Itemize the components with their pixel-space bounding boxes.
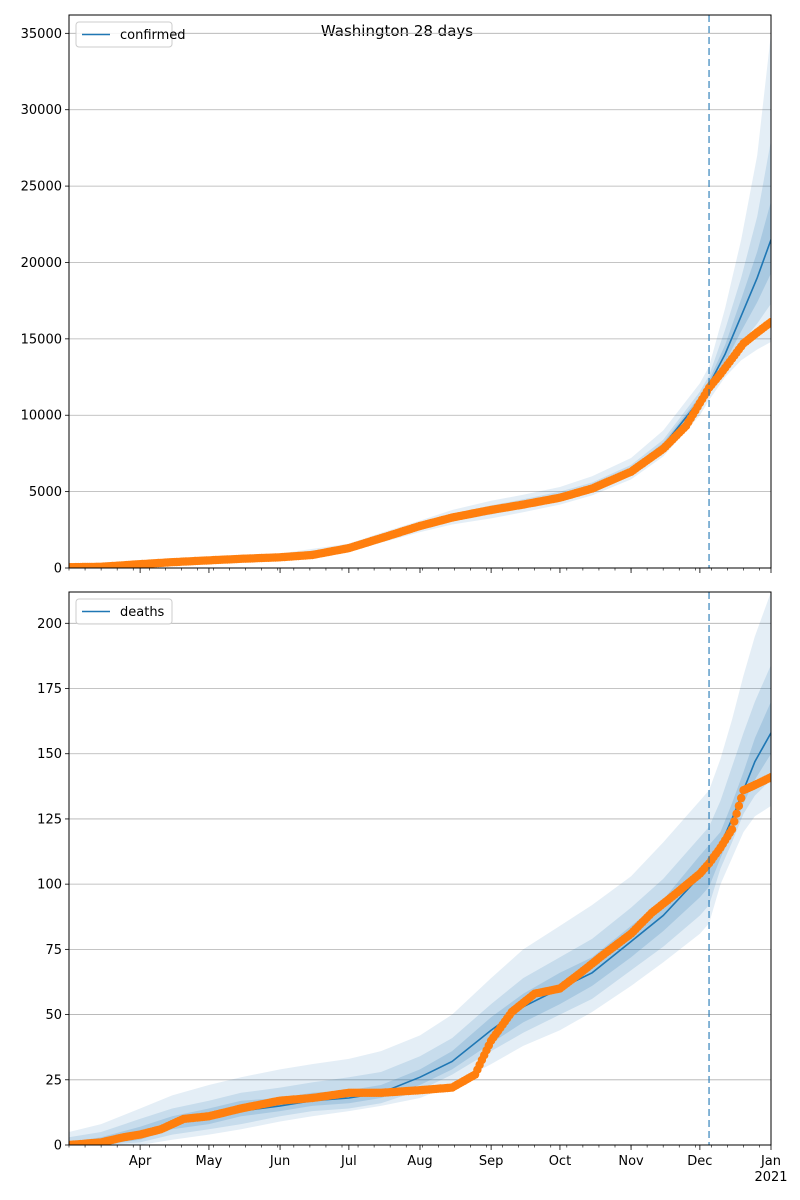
axes-frame: [68, 14, 772, 569]
figure-title: Washington 28 days: [321, 22, 473, 40]
axes-frame: [68, 591, 772, 1146]
y-tick-label: 20000: [21, 256, 62, 271]
legend-box: [75, 21, 173, 48]
y-tick-label: 0: [54, 1139, 62, 1154]
y-tick-label: 25000: [21, 180, 62, 195]
x-tick-label: Dec: [687, 1154, 712, 1169]
legend: confirmed: [75, 21, 186, 48]
y-tick-label: 200: [37, 617, 62, 632]
x-tick-sublabel: 2021: [754, 1170, 787, 1185]
x-tick-label: Apr: [129, 1154, 152, 1169]
observed-point: [766, 773, 771, 782]
legend-label: confirmed: [120, 28, 186, 43]
legend-label: deaths: [120, 605, 165, 620]
y-tick-label: 175: [37, 682, 62, 697]
y-tick-label: 100: [37, 878, 62, 893]
uncertainty-band-inner: [69, 201, 771, 568]
legend-box: [75, 598, 173, 625]
y-tick-label: 5000: [29, 485, 62, 500]
x-tick-label: Aug: [407, 1154, 432, 1169]
model-fit-line: [69, 239, 771, 568]
observed-point: [734, 801, 744, 811]
y-tick-label: 150: [37, 747, 62, 762]
observed-point: [766, 317, 771, 327]
y-tick-label: 30000: [21, 103, 62, 118]
observed-point: [730, 817, 739, 826]
deaths-panel: 0 25 50 75 100 125 150 175 200 Apr May Jun Jul Aug Sep…: [37, 591, 788, 1185]
plot-area: [69, 592, 771, 1145]
x-tick-label: Jul: [340, 1154, 357, 1169]
y-tick-label: 75: [45, 943, 62, 958]
y-tick-label: 125: [37, 812, 62, 827]
y-tick-label: 35000: [21, 27, 62, 42]
confirmed-panel: 0 5000 10000 15000 20000 25000 30000 35000 confi…: [21, 14, 772, 577]
x-tick-label: Sep: [479, 1154, 504, 1169]
uncertainty-band-outer: [69, 33, 771, 568]
uncertainty-band-outer: [69, 592, 771, 1145]
legend: deaths: [75, 598, 173, 625]
x-tick-label: Jun: [269, 1154, 290, 1169]
y-tick-label: 0: [54, 562, 62, 577]
x-tick-label: May: [195, 1154, 222, 1169]
x-tick-label: Oct: [549, 1154, 571, 1169]
y-tick-label: 10000: [21, 409, 62, 424]
uncertainty-band-inner: [69, 701, 771, 1145]
y-tick-label: 50: [45, 1008, 62, 1023]
y-tick-label: 25: [45, 1073, 62, 1088]
observed-point: [727, 825, 737, 834]
y-tick-label: 15000: [21, 332, 62, 347]
uncertainty-band-mid: [69, 140, 771, 568]
x-tick-label: Nov: [618, 1154, 644, 1169]
observed-point: [737, 793, 746, 803]
x-tick-label: Jan: [760, 1154, 781, 1169]
observed-point: [732, 809, 741, 818]
plot-area: [69, 33, 771, 568]
